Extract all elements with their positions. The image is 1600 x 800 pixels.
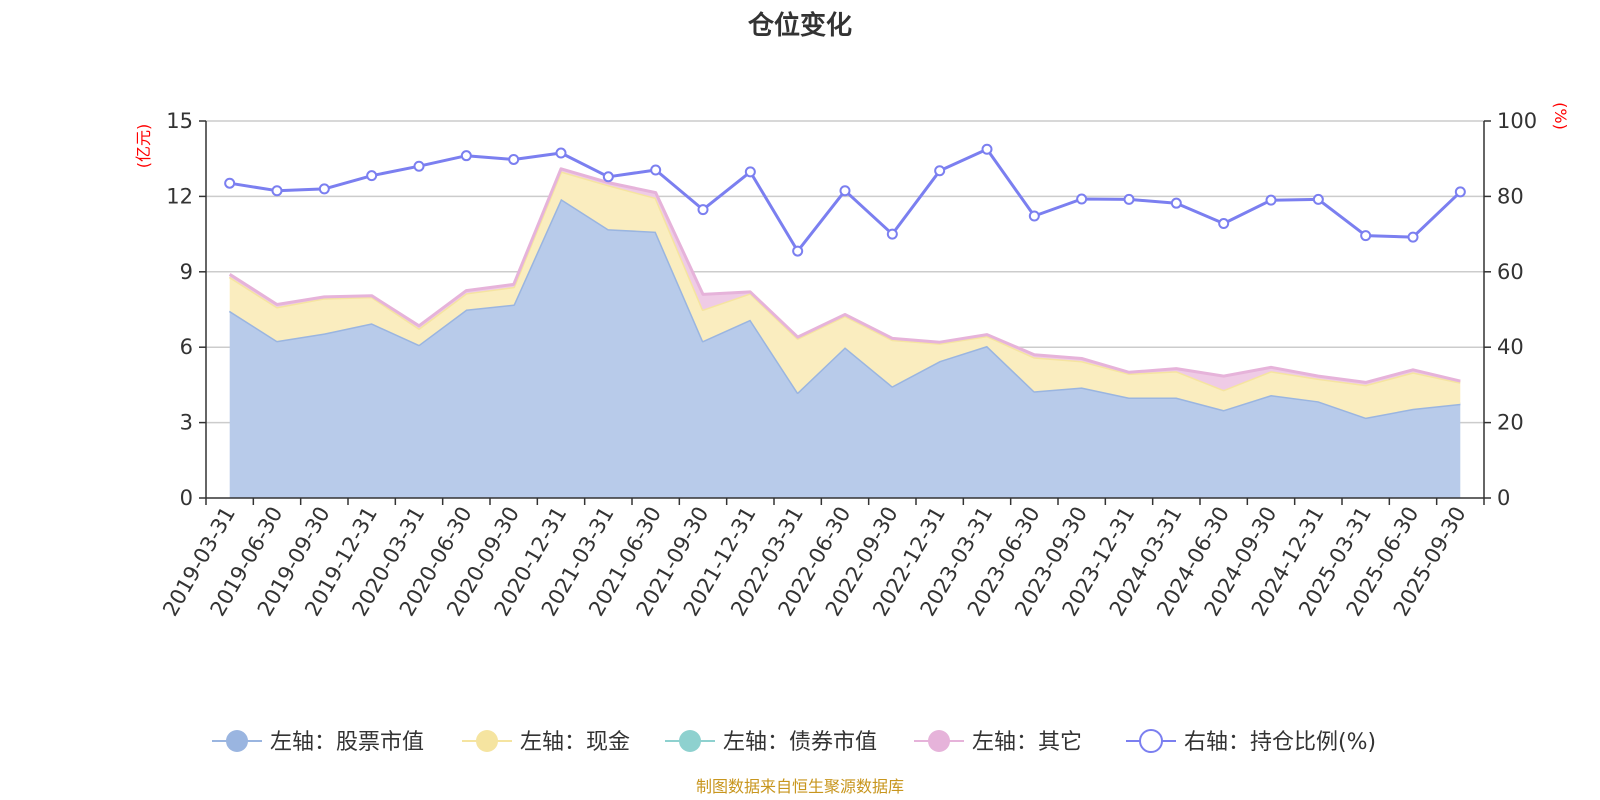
legend-marker-3 bbox=[928, 730, 950, 752]
left-axis-tick-label: 9 bbox=[180, 260, 193, 284]
ratio-point bbox=[697, 204, 709, 216]
ratio-point bbox=[744, 166, 756, 178]
ratio-point bbox=[792, 245, 804, 257]
legend-marker-0 bbox=[226, 730, 248, 752]
right-axis-tick-label: 20 bbox=[1497, 411, 1524, 435]
right-axis-tick-label: 100 bbox=[1497, 109, 1537, 133]
right-axis-unit: (%) bbox=[1551, 102, 1570, 130]
legend-label-0: 左轴：股票市值 bbox=[270, 730, 424, 755]
ratio-point bbox=[460, 150, 472, 162]
ratio-point bbox=[1407, 231, 1419, 243]
ratio-point bbox=[1454, 186, 1466, 198]
ratio-point bbox=[508, 153, 520, 165]
ratio-point bbox=[366, 170, 378, 182]
right-axis-tick-label: 80 bbox=[1497, 184, 1524, 208]
ratio-point bbox=[1312, 193, 1324, 205]
ratio-point bbox=[839, 185, 851, 197]
left-axis-tick-label: 6 bbox=[180, 335, 193, 359]
ratio-point bbox=[413, 160, 425, 172]
right-axis-tick-label: 0 bbox=[1497, 486, 1510, 510]
ratio-point bbox=[1028, 210, 1040, 222]
legend: 左轴：股票市值 左轴：现金 左轴：债券市值 左轴：其它 右轴：持仓比例(%) bbox=[212, 729, 1376, 755]
area-line-3 bbox=[228, 167, 1461, 384]
ratio-point bbox=[271, 185, 283, 197]
ratio-point bbox=[1170, 197, 1182, 209]
ratio-point bbox=[1265, 194, 1277, 206]
legend-marker-1 bbox=[476, 730, 498, 752]
right-axis-tick-label: 60 bbox=[1497, 260, 1524, 284]
legend-marker-2 bbox=[679, 730, 701, 752]
ratio-point bbox=[1123, 193, 1135, 205]
legend-label-3: 左轴：其它 bbox=[972, 730, 1082, 755]
ratio-point bbox=[981, 143, 993, 155]
ratio-point bbox=[224, 177, 236, 189]
ratio-point bbox=[934, 165, 946, 177]
left-axis-tick-label: 15 bbox=[166, 109, 193, 133]
position-ratio-series bbox=[224, 143, 1466, 257]
left-axis-tick-label: 3 bbox=[180, 411, 193, 435]
stacked-areas bbox=[228, 167, 1461, 498]
ratio-point bbox=[555, 147, 567, 159]
legend-label-4: 右轴：持仓比例(%) bbox=[1184, 730, 1376, 755]
left-axis-tick-label: 12 bbox=[166, 184, 193, 208]
data-source-note: 制图数据来自恒生聚源数据库 bbox=[696, 777, 904, 796]
ratio-point bbox=[318, 183, 330, 195]
legend-marker-4 bbox=[1139, 729, 1163, 753]
ratio-point bbox=[1076, 193, 1088, 205]
right-axis-tick-label: 40 bbox=[1497, 335, 1524, 359]
ratio-point bbox=[602, 171, 614, 183]
legend-label-2: 左轴：债券市值 bbox=[723, 730, 877, 755]
chart-title: 仓位变化 bbox=[747, 10, 852, 41]
ratio-point bbox=[650, 164, 662, 176]
ratio-point bbox=[886, 228, 898, 240]
left-axis-unit: (亿元) bbox=[134, 124, 153, 169]
legend-label-1: 左轴：现金 bbox=[520, 730, 630, 755]
ratio-point bbox=[1360, 230, 1372, 242]
left-axis-tick-label: 0 bbox=[180, 486, 193, 510]
ratio-point bbox=[1218, 218, 1230, 230]
